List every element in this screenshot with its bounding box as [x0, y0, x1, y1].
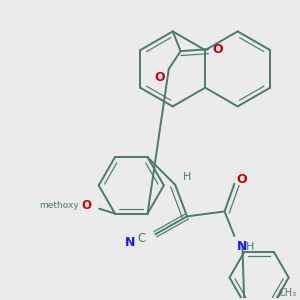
Text: O: O	[81, 199, 91, 212]
Text: N: N	[236, 240, 247, 253]
Text: O: O	[154, 71, 165, 84]
Text: C: C	[137, 232, 146, 244]
Text: O: O	[236, 173, 247, 186]
Text: O: O	[212, 43, 223, 56]
Text: H: H	[246, 242, 255, 252]
Text: methoxy: methoxy	[39, 201, 79, 210]
Text: H: H	[183, 172, 191, 182]
Text: methoxy: methoxy	[76, 206, 82, 207]
Text: CH₃: CH₃	[279, 288, 297, 298]
Text: N: N	[125, 236, 136, 249]
